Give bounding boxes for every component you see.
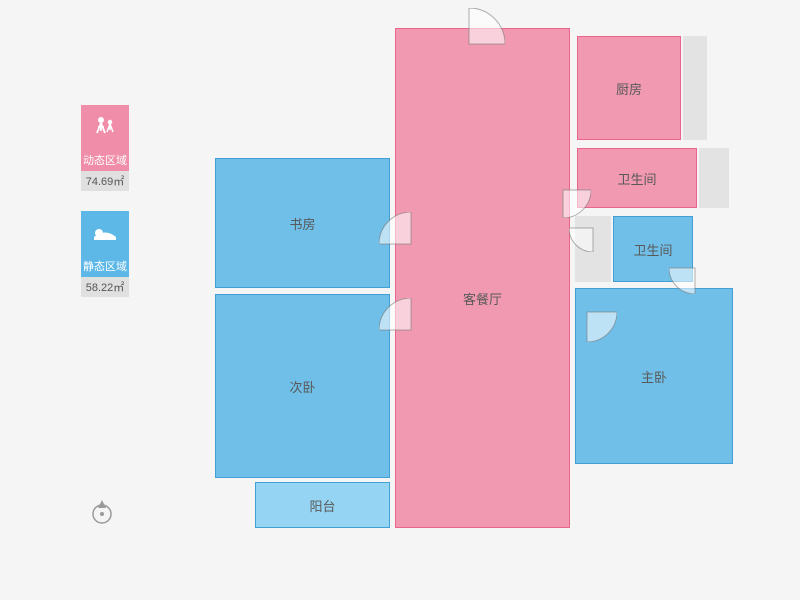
legend-dynamic-value: 74.69㎡ — [81, 171, 129, 191]
legend-static-value: 58.22㎡ — [81, 277, 129, 297]
room-label: 厨房 — [616, 79, 642, 98]
legend-static: 静态区域 58.22㎡ — [75, 211, 135, 297]
wall-segment — [683, 36, 707, 140]
legend-dynamic: 动态区域 74.69㎡ — [75, 105, 135, 191]
room-label: 次卧 — [289, 377, 315, 396]
floorplan: 厨房卫生间客餐厅 书房次卧阳台 卫生间主卧 — [215, 20, 740, 560]
room-label: 客餐厅 — [463, 289, 502, 308]
legend-dynamic-label: 动态区域 — [81, 149, 129, 171]
room-bath2: 卫生间 — [613, 216, 693, 282]
room-kitchen: 厨房 — [577, 36, 681, 140]
room-label: 阳台 — [309, 496, 335, 515]
room-label: 卫生间 — [633, 240, 672, 259]
room-bed2: 次卧 — [215, 294, 390, 478]
compass-icon — [88, 498, 116, 526]
room-bed1: 主卧 — [575, 288, 733, 464]
wall-segment — [699, 148, 729, 208]
room-label: 卫生间 — [617, 169, 656, 188]
people-icon — [81, 105, 129, 149]
room-label: 书房 — [289, 214, 315, 233]
room-bath1: 卫生间 — [577, 148, 697, 208]
room-living: 客餐厅 — [395, 28, 570, 528]
legend-static-label: 静态区域 — [81, 255, 129, 277]
legend-panel: 动态区域 74.69㎡ 静态区域 58.22㎡ — [75, 105, 135, 317]
room-study: 书房 — [215, 158, 390, 288]
room-label: 主卧 — [641, 367, 667, 386]
sleep-icon — [81, 211, 129, 255]
room-balcony: 阳台 — [255, 482, 390, 528]
wall-segment — [575, 216, 611, 282]
